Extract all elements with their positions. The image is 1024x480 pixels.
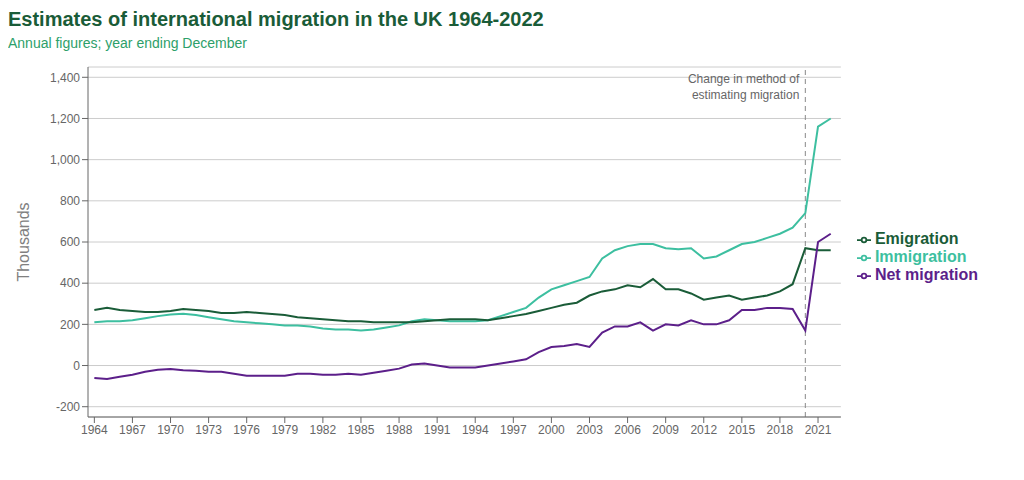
svg-text:800: 800	[60, 194, 80, 208]
svg-text:Thousands: Thousands	[15, 202, 32, 281]
svg-text:1,400: 1,400	[50, 71, 80, 85]
svg-text:1991: 1991	[424, 423, 451, 437]
svg-text:2012: 2012	[690, 423, 717, 437]
svg-text:1964: 1964	[81, 423, 108, 437]
svg-text:1997: 1997	[500, 423, 527, 437]
svg-text:200: 200	[60, 318, 80, 332]
svg-text:1973: 1973	[195, 423, 222, 437]
svg-text:2015: 2015	[728, 423, 755, 437]
svg-text:2021: 2021	[805, 423, 832, 437]
html-text:Net migration: Net migration	[874, 266, 978, 283]
svg-text:1982: 1982	[310, 423, 337, 437]
svg-text:400: 400	[60, 276, 80, 290]
svg-text:2000: 2000	[538, 423, 565, 437]
svg-text:1985: 1985	[348, 423, 375, 437]
svg-text:1,000: 1,000	[50, 153, 80, 167]
html-text:Emigration: Emigration	[874, 230, 959, 247]
svg-text:600: 600	[60, 235, 80, 249]
svg-text:1976: 1976	[233, 423, 260, 437]
svg-text:2018: 2018	[767, 423, 794, 437]
svg-text:1994: 1994	[462, 423, 489, 437]
svg-text:-200: -200	[56, 400, 80, 414]
svg-text:1979: 1979	[271, 423, 298, 437]
html-text:Annual figures; year ending De: Annual figures; year ending December	[8, 35, 247, 51]
svg-text:1988: 1988	[386, 423, 413, 437]
svg-text:2003: 2003	[576, 423, 603, 437]
svg-text:1970: 1970	[157, 423, 184, 437]
html-text:Estimates of international mig: Estimates of international migration in …	[8, 8, 544, 30]
svg-text:1967: 1967	[119, 423, 146, 437]
svg-text:1,200: 1,200	[50, 112, 80, 126]
html-text:Immigration: Immigration	[874, 248, 967, 265]
svg-text:Change in method ofestimating: Change in method ofestimating migration	[688, 72, 800, 102]
svg-text:2006: 2006	[614, 423, 641, 437]
svg-text:2009: 2009	[652, 423, 679, 437]
svg-text:0: 0	[73, 359, 80, 373]
